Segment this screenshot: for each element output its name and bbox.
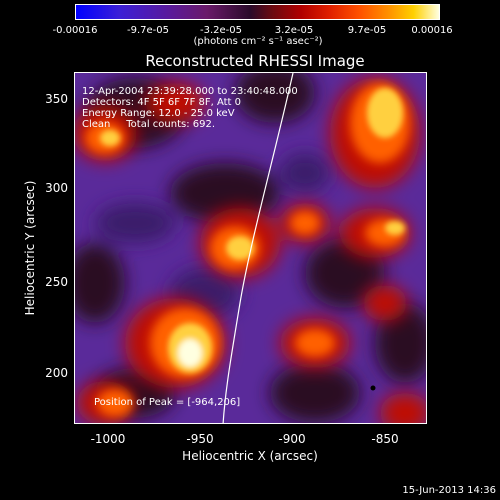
y-tick-label: 200 [45, 366, 68, 380]
colorbar [75, 4, 440, 20]
colorbar-tick-label: 0.00016 [411, 25, 453, 36]
peak-position-label: Position of Peak = [-964,206] [94, 397, 241, 408]
info-energy-range: Energy Range: 12.0 - 25.0 keV [82, 108, 235, 119]
colorbar-tick-label: -9.7e-05 [127, 25, 169, 36]
x-axis-title: Heliocentric X (arcsec) [182, 449, 318, 463]
colorbar-tick-label: 9.7e-05 [347, 25, 387, 36]
x-tick-label: -850 [371, 432, 399, 446]
plot-title: Reconstructed RHESSI Image [145, 52, 365, 70]
colorbar-tick-label: 3.2e-05 [274, 25, 314, 36]
info-time-range: 12-Apr-2004 23:39:28.000 to 23:40:48.000 [82, 86, 298, 97]
info-detectors: Detectors: 4F 5F 6F 7F 8F, Att 0 [82, 97, 242, 108]
y-axis-title: Heliocentric Y (arcsec) [23, 180, 37, 316]
y-tick-label: 300 [45, 181, 68, 195]
y-tick-label: 350 [45, 92, 68, 106]
colorbar-unit-label: (photons cm⁻² s⁻¹ asec⁻²) [193, 36, 323, 47]
y-tick-label: 250 [45, 275, 68, 289]
reconstructed-image [74, 72, 427, 424]
footer-date: 15-Jun-2013 14:36 [402, 485, 496, 496]
x-tick-label: -1000 [90, 432, 126, 446]
colorbar-tick-label: -3.2e-05 [200, 25, 242, 36]
info-clean-counts: Clean Total counts: 692. [82, 119, 216, 130]
heatmap-image [75, 73, 426, 423]
colorbar-tick-label: -0.00016 [52, 25, 98, 36]
x-tick-label: -900 [278, 432, 306, 446]
x-tick-label: -950 [186, 432, 214, 446]
